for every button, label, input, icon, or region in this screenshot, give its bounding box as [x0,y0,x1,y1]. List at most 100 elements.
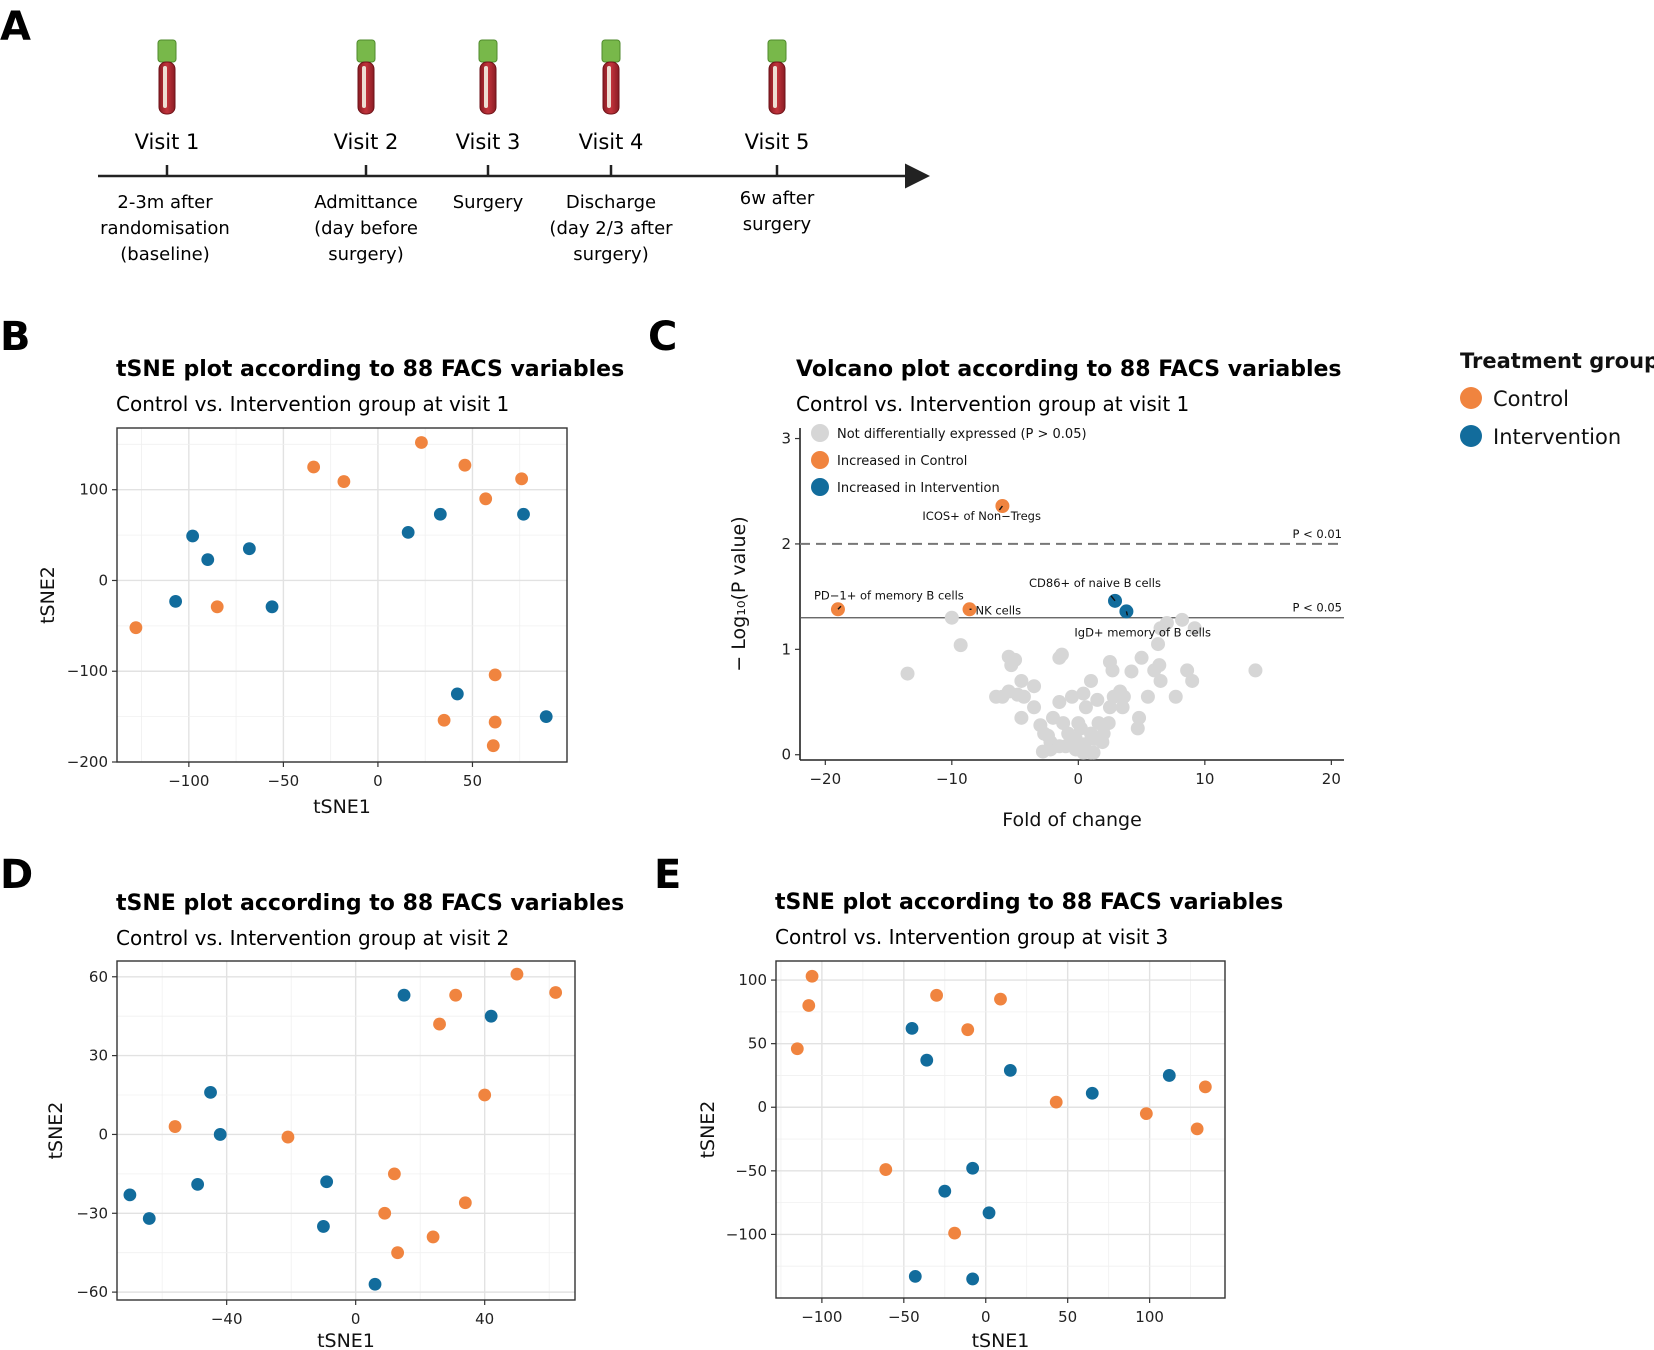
x-tick-label: −20 [809,770,841,788]
point-not-significant [1248,663,1263,678]
point-intervention [905,1022,919,1035]
point-not-significant [1091,716,1106,731]
visit-description-line: Surgery [453,192,524,213]
point-not-significant [953,638,968,653]
legend-control-swatch [1460,387,1482,409]
visit-5: Visit 5 6w after surgery [740,39,815,235]
point-not-significant [1153,621,1168,636]
visit-description-line: surgery) [328,244,403,265]
point-not-significant [1180,663,1195,678]
volcano-legend-swatch [811,451,829,469]
point-intervention [1003,1063,1017,1077]
point-control [307,460,321,474]
point-not-significant [1185,673,1200,688]
point-not-significant [1140,689,1155,704]
point-not-significant [1130,721,1145,736]
chart-title: tSNE plot according to 88 FACS variables [116,891,624,916]
visit-2: Visit 2 Admittance (day before surgery) [314,39,418,265]
point-intervention [401,525,415,539]
plot-frame [775,960,1226,1299]
x-tick-label: 0 [981,1308,991,1326]
point-intervention [201,553,215,567]
volcano-legend-swatch [811,424,829,442]
y-tick-label: 0 [781,746,791,764]
tsne-plot-visit-3: tSNE plot according to 88 FACS variables… [697,890,1283,1350]
y-tick-label: 2 [781,535,791,553]
threshold-label: P < 0.01 [1293,527,1343,541]
point-control [168,1120,182,1133]
point-control [510,967,524,981]
volcano-legend-label: Increased in Intervention [837,481,1000,496]
point-intervention [539,710,553,724]
point-intervention [966,1272,980,1286]
point-control [1139,1107,1153,1121]
point-control [549,986,563,999]
chart-subtitle: Control vs. Intervention group at visit … [116,392,509,416]
point-control [478,1088,492,1102]
chart-title: tSNE plot according to 88 FACS variables [775,890,1283,915]
point-control [433,1017,446,1031]
blood-tube-icon [478,39,498,115]
point-control [790,1042,804,1056]
blood-tube-icon [157,39,177,115]
point-control [378,1206,392,1220]
blood-tube-icon [356,39,376,115]
point-intervention [966,1161,980,1175]
visit-description-line: 2-3m after [117,192,213,213]
point-control [802,999,816,1012]
point-not-significant [1065,735,1079,750]
point-not-significant [1175,612,1190,627]
point-intervention [908,1269,922,1283]
point-control [449,988,463,1002]
visit-description-line: 6w after [740,188,815,209]
volcano-legend-label: Increased in Control [837,454,967,469]
point-not-significant [900,666,915,681]
annotation-leader [837,605,842,610]
point-intervention [450,687,464,701]
point-control [458,1196,472,1210]
point-annotation: NK cells [976,603,1022,617]
visit-description-line: surgery) [573,244,648,265]
point-not-significant [1008,652,1023,667]
x-tick-label: −40 [211,1310,243,1328]
treatment-group-legend: Treatment group Control Intervention [1460,349,1654,449]
plot-frame [116,427,568,763]
annotation-leader [998,505,1003,511]
point-control [437,713,451,727]
volcano-plot-visit-1: Volcano plot according to 88 FACS variab… [728,357,1344,831]
point-control [948,1226,962,1240]
point-control [391,1246,405,1260]
x-tick-label: 0 [351,1310,361,1328]
point-control [1049,1095,1063,1109]
treatment-legend-title: Treatment group [1460,349,1654,373]
point-not-significant [1014,673,1029,688]
y-tick-label: 0 [98,571,108,589]
point-intervention [169,594,183,608]
y-tick-label: 50 [748,1035,767,1053]
point-not-significant [1168,689,1183,704]
point-not-significant [1132,710,1147,725]
point-intervention [368,1277,382,1291]
point-control [805,969,819,983]
point-not-significant [1054,647,1069,662]
chart-title: tSNE plot according to 88 FACS variables [116,357,624,382]
point-not-significant [1116,689,1131,704]
visit-label: Visit 5 [745,130,810,154]
point-control [994,992,1007,1006]
y-tick-label: 1 [781,640,791,658]
point-not-significant [1095,735,1110,750]
point-not-significant [1083,745,1098,760]
y-tick-label: −30 [76,1204,108,1222]
visit-1: Visit 1 2-3m after randomisation (baseline) [100,39,230,265]
point-not-significant [944,610,959,625]
y-tick-label: 3 [781,430,791,448]
point-intervention [484,1009,498,1023]
visit-description-line: randomisation [100,218,230,239]
point-control [458,458,472,472]
point-not-significant [1027,679,1042,694]
x-tick-label: 50 [463,772,482,790]
x-tick-label: 10 [1195,770,1214,788]
point-not-significant [1124,664,1139,679]
y-tick-label: −100 [726,1225,767,1243]
visit-description-line: (baseline) [120,244,209,265]
